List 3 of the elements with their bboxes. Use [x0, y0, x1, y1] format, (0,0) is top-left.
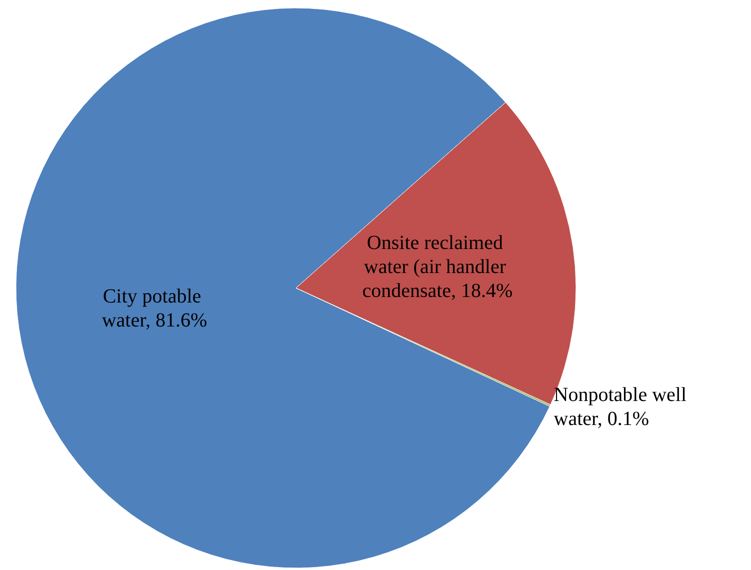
- slice-label: City potable water, 81.6%: [102, 286, 208, 332]
- slice-label: Onsite reclaimed water (air handler condensate, 18.4%: [362, 232, 513, 302]
- slice-label: Nonpotable well water, 0.1%: [554, 384, 692, 430]
